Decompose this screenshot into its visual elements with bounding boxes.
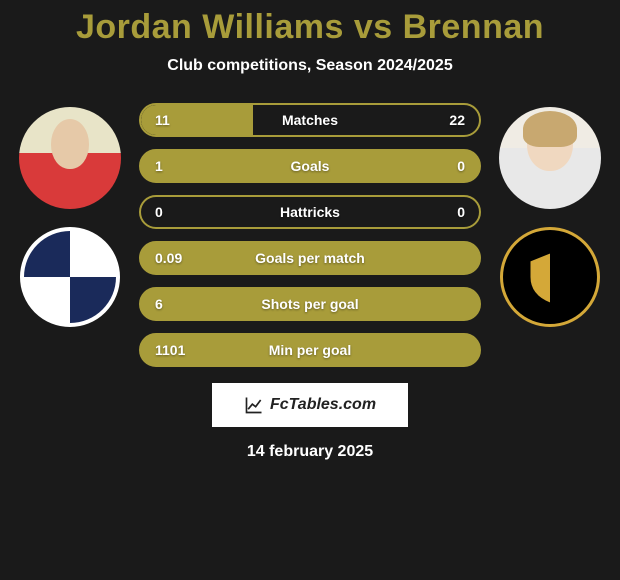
subtitle: Club competitions, Season 2024/2025	[167, 57, 452, 75]
stat-row: 1101Min per goal	[139, 333, 481, 367]
stat-label: Goals per match	[141, 250, 479, 266]
stat-right-value: 0	[457, 204, 465, 220]
page-title: Jordan Williams vs Brennan	[76, 8, 544, 47]
stats-list: 11Matches221Goals00Hattricks00.09Goals p…	[139, 103, 481, 367]
stat-row: 11Matches22	[139, 103, 481, 137]
stat-row: 1Goals0	[139, 149, 481, 183]
stat-label: Hattricks	[141, 204, 479, 220]
stat-row: 0Hattricks0	[139, 195, 481, 229]
comparison-card: Jordan Williams vs Brennan Club competit…	[0, 0, 620, 580]
player-left-club-logo	[20, 227, 120, 327]
club-logo-inner	[517, 244, 583, 310]
content-row: 11Matches221Goals00Hattricks00.09Goals p…	[0, 103, 620, 367]
date-text: 14 february 2025	[247, 443, 373, 461]
stat-right-value: 22	[449, 112, 465, 128]
left-column	[19, 103, 121, 327]
attribution-text: FcTables.com	[270, 396, 376, 414]
club-logo-inner	[24, 231, 116, 323]
stat-label: Goals	[141, 158, 479, 174]
shield-icon	[520, 247, 580, 307]
stat-label: Shots per goal	[141, 296, 479, 312]
chart-icon	[244, 395, 264, 415]
stat-right-value: 0	[457, 158, 465, 174]
right-column	[499, 103, 601, 327]
stat-row: 0.09Goals per match	[139, 241, 481, 275]
stat-row: 6Shots per goal	[139, 287, 481, 321]
attribution-badge: FcTables.com	[212, 383, 408, 427]
stat-label: Matches	[141, 112, 479, 128]
player-right-club-logo	[500, 227, 600, 327]
player-left-avatar	[19, 107, 121, 209]
player-right-avatar	[499, 107, 601, 209]
stat-label: Min per goal	[141, 342, 479, 358]
